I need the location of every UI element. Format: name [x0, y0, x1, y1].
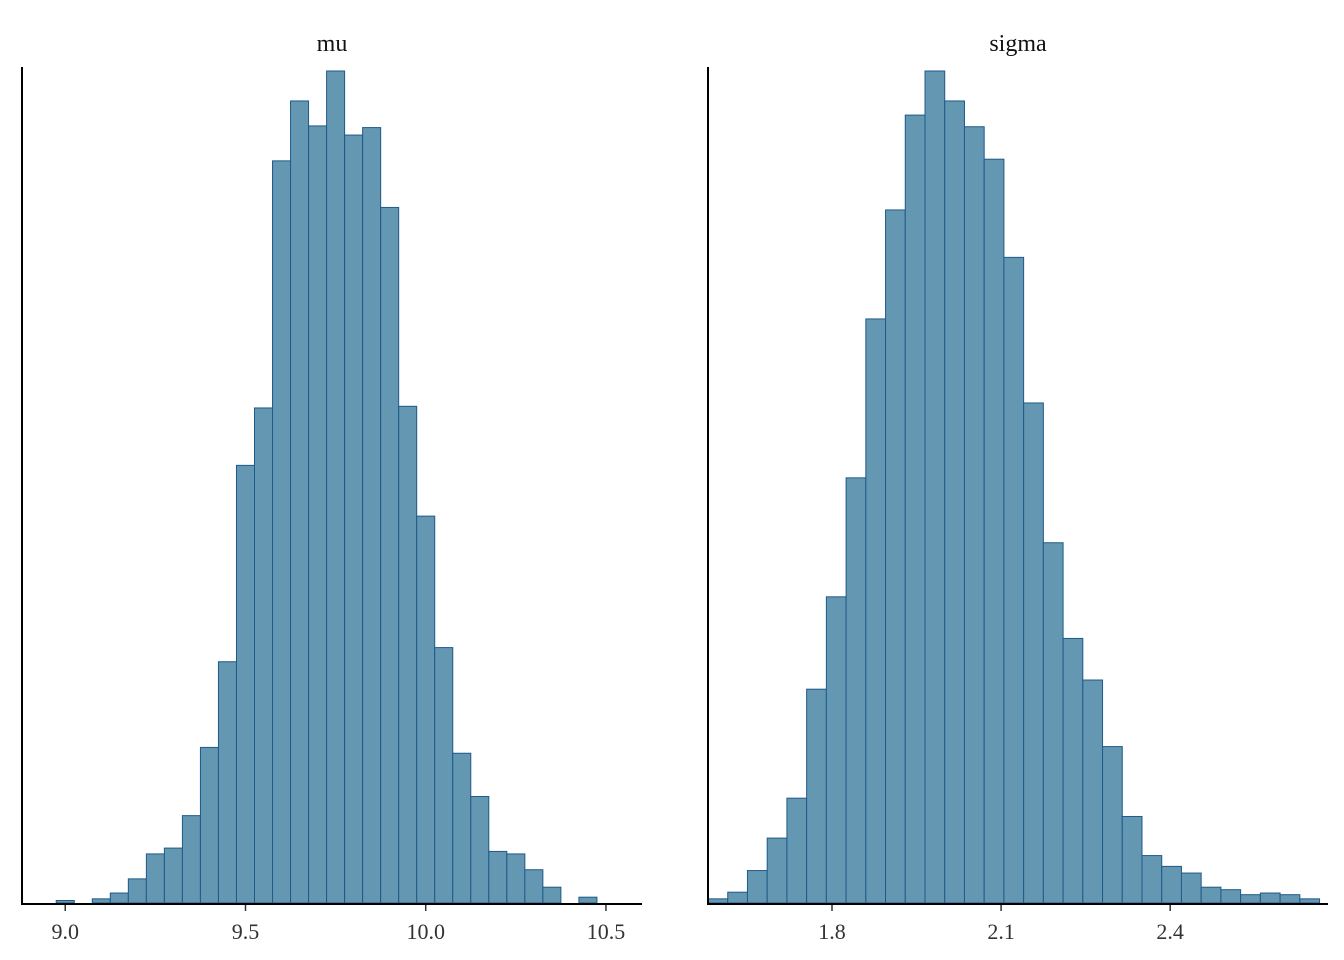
mu-bar	[290, 100, 310, 904]
sigma-bar	[1042, 542, 1064, 904]
mu-bar	[91, 898, 111, 904]
sigma-bar	[746, 870, 768, 904]
mu-x-ticks: 9.0 9.5 10.0 10.5	[52, 905, 626, 944]
mu-bar	[127, 878, 147, 904]
mu-bar	[578, 896, 598, 904]
sigma-bar	[727, 891, 748, 904]
sigma-bar	[944, 100, 965, 904]
mu-bar	[344, 134, 364, 904]
sigma-bar	[806, 688, 827, 904]
sigma-bar	[786, 797, 808, 904]
mu-bar	[181, 815, 201, 904]
mu-bar	[217, 661, 237, 904]
sigma-bar	[963, 126, 985, 904]
sigma-bar	[825, 596, 847, 904]
mu-bar	[109, 892, 129, 904]
sigma-bar	[1023, 402, 1044, 904]
sigma-bar	[766, 837, 788, 904]
mu-bar	[199, 746, 219, 904]
mu-bar	[55, 900, 75, 904]
mu-bar	[398, 405, 418, 904]
mu-x-tick-label: 9.0	[52, 919, 80, 944]
mu-bar	[254, 407, 274, 904]
sigma-bar	[1299, 898, 1321, 904]
sigma-x-tick-label: 2.1	[987, 919, 1015, 944]
sigma-bar	[865, 318, 887, 904]
mu-bar	[416, 515, 436, 904]
mu-bar	[434, 647, 454, 904]
mu-bar	[452, 752, 472, 904]
sigma-bar	[885, 209, 906, 904]
sigma-bar	[1279, 894, 1301, 904]
mu-x-tick-label: 10.0	[406, 919, 445, 944]
mu-bar	[163, 847, 183, 904]
mu-bars	[55, 70, 598, 904]
sigma-bar	[1259, 892, 1281, 904]
mu-panel-title: mu	[317, 31, 348, 57]
sigma-bar	[1180, 872, 1202, 904]
mu-bar	[380, 206, 400, 904]
mu-bar	[145, 853, 165, 904]
mu-bar	[470, 796, 490, 904]
sigma-bar	[1082, 679, 1104, 904]
sigma-bar	[1121, 815, 1143, 904]
mu-bar	[488, 850, 508, 904]
sigma-bar	[1240, 894, 1261, 904]
sigma-bar	[1141, 855, 1163, 904]
sigma-x-tick-label: 2.4	[1156, 919, 1184, 944]
mu-bar	[506, 853, 526, 904]
sigma-histogram-panel: sigma 1.8 2.1 2.4	[707, 31, 1328, 944]
mu-x-tick-label: 9.5	[232, 919, 260, 944]
sigma-bar	[904, 114, 926, 904]
sigma-bar	[1220, 889, 1242, 904]
sigma-bar	[983, 158, 1005, 904]
sigma-bar	[707, 898, 729, 904]
sigma-bar	[1161, 865, 1182, 904]
mu-x-tick-label: 10.5	[587, 919, 626, 944]
mu-bar	[362, 127, 382, 904]
mu-bar	[542, 886, 562, 904]
sigma-bar	[1062, 637, 1084, 904]
sigma-bar	[1200, 886, 1222, 904]
sigma-x-ticks: 1.8 2.1 2.4	[818, 905, 1184, 944]
sigma-bar	[1102, 746, 1123, 904]
mu-bar	[524, 869, 544, 904]
mu-bar	[272, 160, 292, 904]
sigma-bar	[1003, 256, 1025, 904]
sigma-bar	[845, 477, 867, 904]
mu-bar	[326, 70, 346, 904]
mu-bar	[235, 464, 255, 904]
sigma-x-tick-label: 1.8	[818, 919, 846, 944]
sigma-bar	[924, 70, 946, 904]
mu-histogram-panel: mu 9.0 9.5 10.0 10.5	[21, 31, 642, 944]
sigma-bars	[707, 70, 1321, 904]
sigma-panel-title: sigma	[989, 31, 1047, 57]
mu-bar	[308, 125, 328, 904]
